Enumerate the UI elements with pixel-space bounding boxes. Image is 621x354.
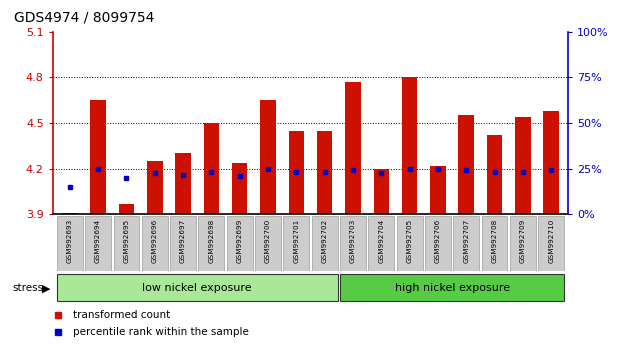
Bar	[289, 131, 304, 214]
Bar	[317, 131, 332, 214]
Bar	[119, 204, 134, 214]
FancyBboxPatch shape	[425, 216, 451, 271]
Text: low nickel exposure: low nickel exposure	[142, 282, 252, 293]
Bar	[373, 169, 389, 214]
Text: GSM992708: GSM992708	[492, 219, 497, 263]
FancyBboxPatch shape	[170, 216, 196, 271]
FancyBboxPatch shape	[142, 216, 168, 271]
FancyBboxPatch shape	[114, 216, 139, 271]
FancyBboxPatch shape	[510, 216, 536, 271]
Text: GSM992709: GSM992709	[520, 219, 526, 263]
FancyBboxPatch shape	[57, 274, 338, 301]
Text: GDS4974 / 8099754: GDS4974 / 8099754	[14, 11, 154, 25]
Text: GSM992710: GSM992710	[548, 219, 554, 263]
Text: GSM992693: GSM992693	[67, 219, 73, 263]
FancyBboxPatch shape	[368, 216, 394, 271]
Text: GSM992707: GSM992707	[463, 219, 469, 263]
Text: GSM992696: GSM992696	[152, 219, 158, 263]
FancyBboxPatch shape	[312, 216, 338, 271]
Text: percentile rank within the sample: percentile rank within the sample	[73, 327, 249, 337]
Text: GSM992700: GSM992700	[265, 219, 271, 263]
Bar	[90, 100, 106, 214]
Bar	[260, 100, 276, 214]
Text: GSM992701: GSM992701	[293, 219, 299, 263]
Bar	[345, 82, 361, 214]
Text: stress: stress	[12, 282, 43, 293]
Bar	[458, 115, 474, 214]
Text: GSM992697: GSM992697	[180, 219, 186, 263]
FancyBboxPatch shape	[340, 216, 366, 271]
Bar	[62, 213, 78, 214]
Bar	[147, 161, 163, 214]
FancyBboxPatch shape	[85, 216, 111, 271]
FancyBboxPatch shape	[255, 216, 281, 271]
Text: transformed count: transformed count	[73, 310, 171, 320]
Text: GSM992706: GSM992706	[435, 219, 441, 263]
FancyBboxPatch shape	[283, 216, 309, 271]
FancyBboxPatch shape	[538, 216, 564, 271]
Text: high nickel exposure: high nickel exposure	[394, 282, 510, 293]
Text: GSM992702: GSM992702	[322, 219, 328, 263]
FancyBboxPatch shape	[57, 216, 83, 271]
FancyBboxPatch shape	[227, 216, 253, 271]
FancyBboxPatch shape	[453, 216, 479, 271]
Bar	[430, 166, 446, 214]
Text: GSM992694: GSM992694	[95, 219, 101, 263]
FancyBboxPatch shape	[397, 216, 422, 271]
FancyBboxPatch shape	[340, 274, 564, 301]
FancyBboxPatch shape	[199, 216, 224, 271]
Text: GSM992698: GSM992698	[209, 219, 214, 263]
Bar	[487, 135, 502, 214]
FancyBboxPatch shape	[482, 216, 507, 271]
Text: GSM992695: GSM992695	[124, 219, 129, 263]
Text: ▶: ▶	[42, 283, 50, 293]
Text: GSM992705: GSM992705	[407, 219, 412, 263]
Bar	[402, 78, 417, 214]
Text: GSM992699: GSM992699	[237, 219, 243, 263]
Bar	[543, 111, 559, 214]
Bar	[515, 117, 531, 214]
Text: GSM992703: GSM992703	[350, 219, 356, 263]
Bar	[175, 153, 191, 214]
Bar	[204, 123, 219, 214]
Bar	[232, 162, 248, 214]
Text: GSM992704: GSM992704	[378, 219, 384, 263]
